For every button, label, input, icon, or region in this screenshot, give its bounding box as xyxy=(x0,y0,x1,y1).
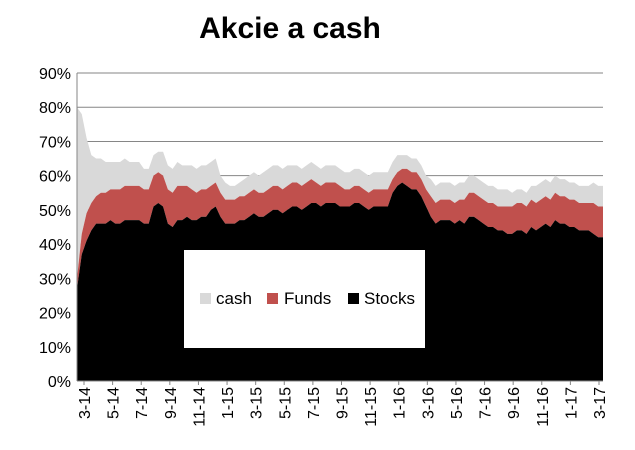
area-cash xyxy=(77,107,603,279)
legend-label-cash: cash xyxy=(216,289,252,308)
y-tick-label: 70% xyxy=(39,134,71,151)
y-tick-label: 0% xyxy=(48,374,71,391)
x-tick-label: 9-15 xyxy=(335,387,352,419)
legend-swatch-cash xyxy=(200,293,211,304)
x-tick-label: 5-15 xyxy=(277,387,294,419)
y-tick-label: 80% xyxy=(39,100,71,117)
x-tick-label: 11-16 xyxy=(535,387,552,427)
x-tick-labels: 3-14 5-14 7-14 9-14 11-14 1-15 3-15 5-15 7-15 9-1… xyxy=(77,381,609,427)
x-tick-label: 1-15 xyxy=(220,387,237,419)
y-tick-label: 30% xyxy=(39,271,71,288)
legend-swatch-stocks xyxy=(348,293,359,304)
x-tick-label: 7-16 xyxy=(478,387,495,419)
y-tick-label: 50% xyxy=(39,203,71,220)
legend-label-stocks: Stocks xyxy=(364,289,415,308)
x-tick-label: 1-16 xyxy=(392,387,409,419)
chart-title: Akcie a cash xyxy=(199,12,381,45)
x-tick-label: 5-16 xyxy=(449,387,466,419)
x-tick-label: 1-17 xyxy=(563,387,580,419)
x-tick-label: 9-16 xyxy=(506,387,523,419)
area-funds xyxy=(77,168,603,289)
legend: cash Funds Stocks xyxy=(184,250,425,348)
x-tick-label: 3-15 xyxy=(249,387,266,419)
y-tick-label: 90% xyxy=(39,66,71,83)
x-tick-label: 3-17 xyxy=(592,387,609,419)
x-tick-label: 3-14 xyxy=(77,387,94,419)
legend-box xyxy=(184,250,425,348)
x-tick-label: 5-14 xyxy=(106,387,123,419)
legend-swatch-funds xyxy=(267,293,278,304)
y-tick-labels: 0% 10% 20% 30% 40% 50% 60% 70% 80% 90% xyxy=(39,66,71,391)
x-tick-label: 7-14 xyxy=(134,387,151,419)
x-tick-label: 9-14 xyxy=(163,387,180,419)
axes xyxy=(76,73,603,382)
x-tick-label: 11-15 xyxy=(363,387,380,427)
y-tick-label: 40% xyxy=(39,237,71,254)
x-tick-label: 11-14 xyxy=(191,387,208,427)
legend-label-funds: Funds xyxy=(284,289,331,308)
y-tick-label: 20% xyxy=(39,306,71,323)
y-tick-label: 60% xyxy=(39,169,71,186)
x-tick-label: 3-16 xyxy=(420,387,437,419)
x-tick-label: 7-15 xyxy=(306,387,323,419)
y-tick-label: 10% xyxy=(39,340,71,357)
